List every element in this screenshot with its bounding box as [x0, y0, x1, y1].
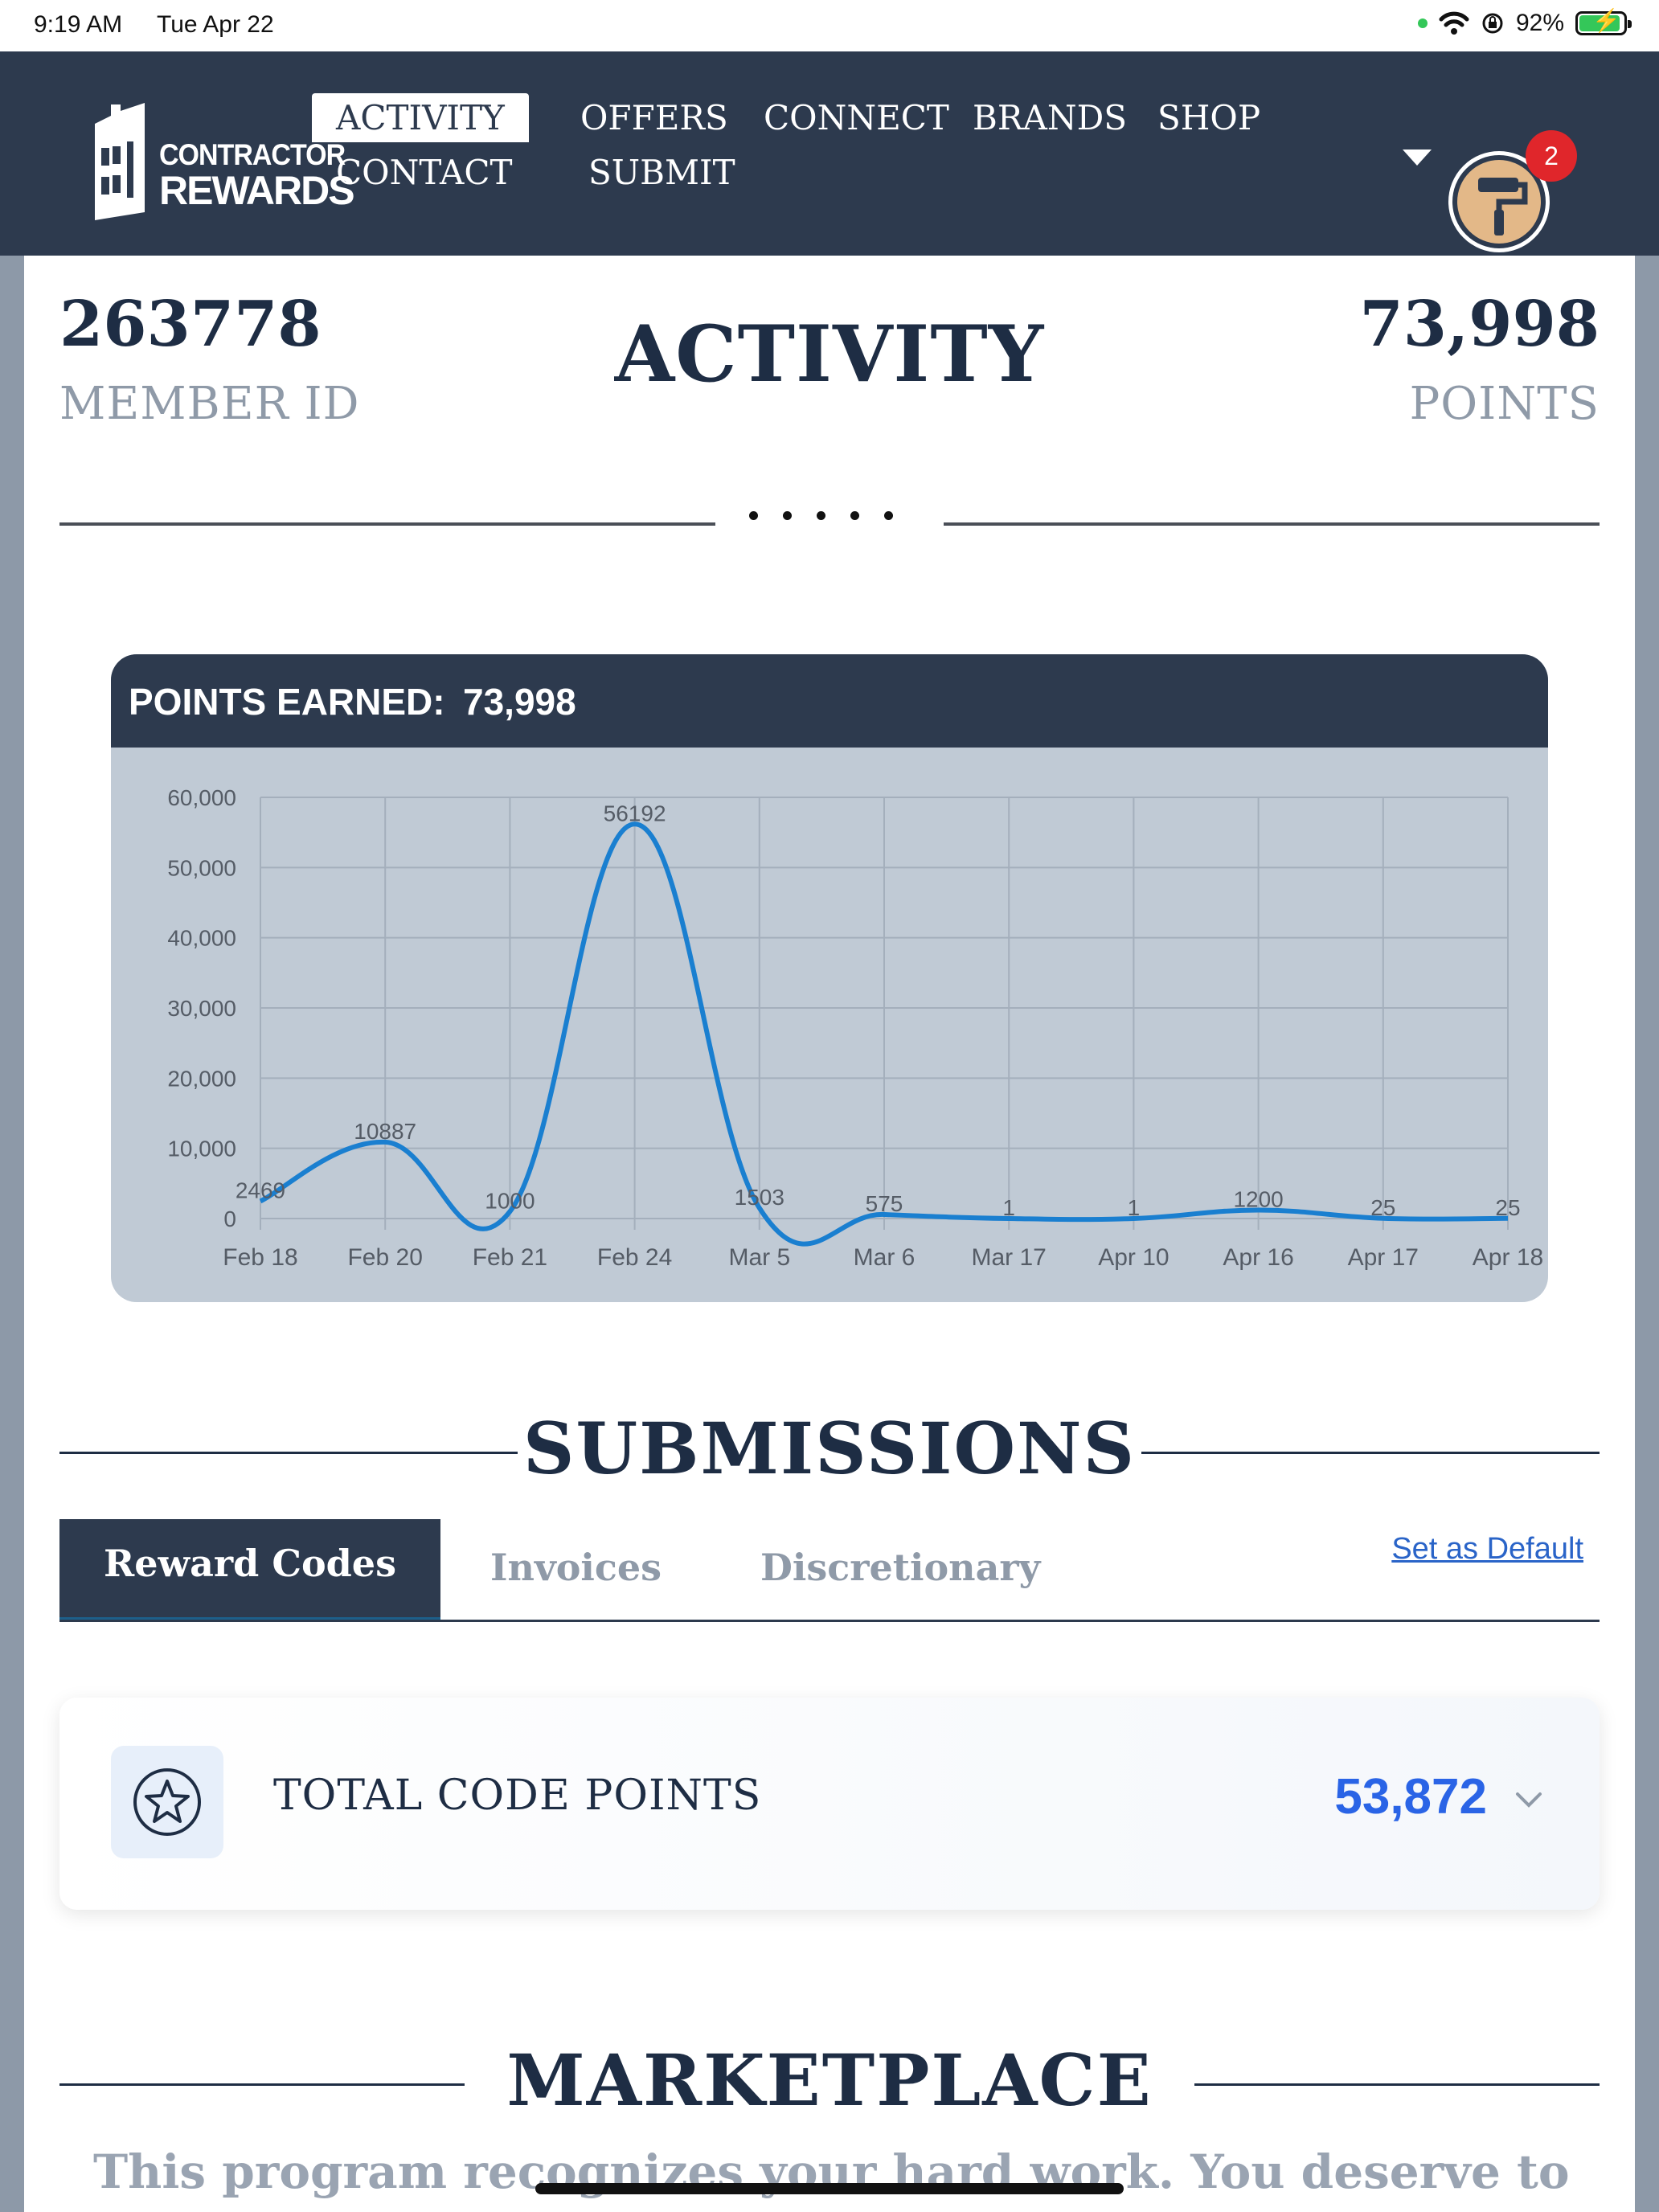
y-tick-label: 10,000: [167, 1137, 236, 1161]
points-line-chart: 0 10,000 20,000 30,000 40,000 50,000 60,000 Feb…: [167, 785, 1543, 1271]
top-nav-bar: CONTRACTOR REWARDS ACTIVITY OFFERS CONNE…: [0, 51, 1659, 256]
nav-item-offers[interactable]: OFFERS: [580, 98, 728, 137]
page-title: ACTIVITY: [614, 309, 1045, 399]
total-code-points-label: TOTAL CODE POINTS: [273, 1772, 762, 1820]
tabs-baseline: [59, 1620, 1600, 1622]
tab-invoices[interactable]: Invoices: [490, 1546, 662, 1589]
status-bar: 9:19 AM Tue Apr 22 92% ⚡: [0, 0, 1659, 51]
data-label: 10887: [354, 1119, 416, 1144]
chart-header-value: 73,998: [463, 681, 576, 723]
data-label: 1000: [485, 1188, 535, 1213]
chart-header: POINTS EARNED: 73,998: [111, 654, 1548, 748]
data-label: 1: [1002, 1195, 1015, 1220]
wifi-icon: [1439, 11, 1469, 35]
x-tick-label: Apr 10: [1098, 1244, 1169, 1271]
data-label: 56192: [604, 801, 666, 825]
chevron-down-icon[interactable]: [1513, 1788, 1545, 1812]
submissions-line-left: [59, 1452, 518, 1454]
data-label: 1: [1128, 1195, 1141, 1220]
data-label: 1200: [1233, 1187, 1283, 1212]
marketplace-line-right: [1194, 2083, 1600, 2086]
submission-tabs: Reward Codes Invoices Discretionary: [59, 1519, 1600, 1622]
status-date: Tue Apr 22: [157, 11, 274, 38]
nav-item-brands[interactable]: BRANDS: [973, 98, 1128, 137]
logo-text-line1: CONTRACTOR: [159, 138, 346, 172]
privacy-indicator-icon: [1417, 18, 1428, 28]
member-id-label: MEMBER ID: [59, 378, 360, 430]
set-as-default-link[interactable]: Set as Default: [1391, 1532, 1583, 1566]
paint-roller-icon: [1478, 178, 1528, 236]
total-code-points-card[interactable]: TOTAL CODE POINTS 53,872: [59, 1698, 1600, 1910]
y-tick-label: 60,000: [167, 785, 236, 810]
tab-reward-codes[interactable]: Reward Codes: [59, 1519, 440, 1622]
tab-discretionary[interactable]: Discretionary: [760, 1546, 1041, 1589]
nav-item-contact[interactable]: CONTACT: [336, 153, 513, 192]
x-tick-label: Feb 18: [223, 1244, 297, 1271]
member-id-value: 263778: [59, 288, 322, 361]
y-tick-label: 0: [223, 1206, 236, 1231]
y-tick-label: 20,000: [167, 1066, 236, 1091]
y-tick-label: 50,000: [167, 855, 236, 880]
status-time: 9:19 AM: [34, 11, 123, 38]
data-label: 1503: [735, 1185, 784, 1210]
home-indicator[interactable]: [535, 2183, 1124, 2194]
status-icons: 92% ⚡: [1417, 10, 1632, 37]
x-tick-label: Feb 20: [347, 1244, 422, 1271]
data-label: 25: [1370, 1195, 1395, 1220]
marketplace-title: MARKETPLACE: [506, 2038, 1153, 2122]
battery-icon: ⚡: [1575, 10, 1632, 35]
y-tick-label: 30,000: [167, 996, 236, 1021]
nav-item-submit[interactable]: SUBMIT: [588, 153, 735, 192]
x-tick-label: Mar 6: [854, 1244, 916, 1271]
divider-right: [944, 522, 1600, 526]
x-tick-label: Feb 21: [473, 1244, 547, 1271]
nav-item-shop[interactable]: SHOP: [1157, 98, 1261, 137]
data-label: 25: [1495, 1195, 1520, 1220]
x-tick-label: Mar 17: [972, 1244, 1047, 1271]
orientation-lock-icon: [1482, 13, 1503, 34]
total-code-icon-box: [111, 1746, 223, 1858]
points-value: 73,998: [1359, 288, 1600, 361]
submissions-title: SUBMISSIONS: [522, 1407, 1137, 1490]
marketplace-line-left: [59, 2083, 465, 2086]
points-chart-card: POINTS EARNED: 73,998 0 10,000 20,000 30,00…: [111, 654, 1548, 1302]
divider-dots: [749, 511, 893, 520]
nav-item-activity[interactable]: ACTIVITY: [312, 93, 529, 142]
notification-badge[interactable]: 2: [1526, 130, 1577, 182]
divider-left: [59, 522, 715, 526]
points-label: POINTS: [1409, 378, 1600, 430]
building-logo-icon: [95, 103, 145, 220]
contractor-rewards-logo[interactable]: CONTRACTOR REWARDS: [88, 100, 355, 220]
x-tick-label: Apr 18: [1473, 1244, 1543, 1271]
battery-percent: 92%: [1515, 10, 1564, 36]
star-icon: [133, 1768, 201, 1836]
chart-header-label: POINTS EARNED:: [129, 681, 445, 723]
total-code-points-value: 53,872: [1334, 1769, 1487, 1825]
logo-text-line2: REWARDS: [159, 168, 355, 213]
account-dropdown-icon[interactable]: [1403, 150, 1432, 166]
x-tick-label: Apr 17: [1348, 1244, 1419, 1271]
y-tick-label: 40,000: [167, 926, 236, 951]
nav-item-connect[interactable]: CONNECT: [764, 98, 949, 137]
main-content: 263778 MEMBER ID ACTIVITY 73,998 POINTS …: [24, 256, 1635, 2212]
data-label: 575: [866, 1191, 903, 1216]
series-line: [259, 821, 1509, 1247]
x-tick-label: Mar 5: [728, 1244, 790, 1271]
data-label: 2469: [236, 1178, 285, 1202]
x-tick-label: Apr 16: [1223, 1244, 1293, 1271]
x-tick-label: Feb 24: [597, 1244, 672, 1271]
submissions-line-right: [1141, 1452, 1600, 1454]
